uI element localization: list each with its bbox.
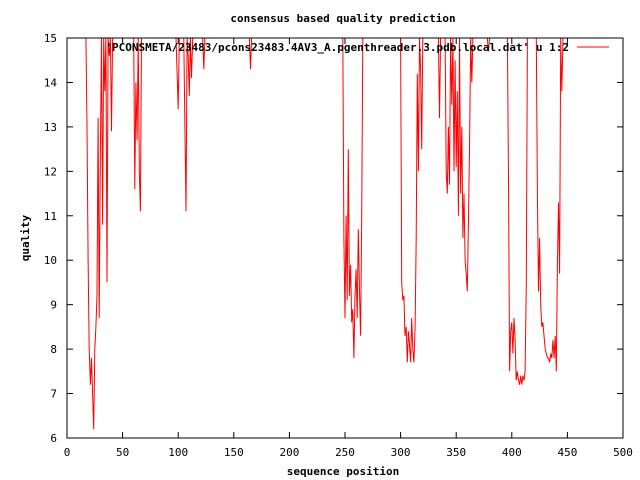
x-tick-label: 300: [391, 446, 411, 459]
y-tick-label: 8: [50, 343, 57, 356]
x-tick-label: 50: [116, 446, 129, 459]
x-tick-label: 150: [224, 446, 244, 459]
y-tick-label: 10: [44, 254, 57, 267]
series-line: [68, 38, 568, 430]
x-tick-label: 350: [446, 446, 466, 459]
y-tick-label: 9: [50, 299, 57, 312]
y-tick-label: 6: [50, 432, 57, 445]
x-tick-label: 0: [64, 446, 71, 459]
y-tick-label: 14: [44, 76, 58, 89]
x-tick-label: 450: [557, 446, 577, 459]
y-tick-label: 11: [44, 210, 57, 223]
x-tick-label: 100: [168, 446, 188, 459]
legend: 'PCONSMETA/23483/pcons23483.4AV3_A.pgent…: [105, 41, 609, 54]
y-tick-label: 12: [44, 165, 57, 178]
y-tick-label: 7: [50, 388, 57, 401]
series-layer: [68, 38, 568, 430]
plot-frame: [66, 37, 624, 439]
x-tick-label: 400: [502, 446, 522, 459]
axis-ticks: 0 50 100 150 200 250 300 350 400 450 500 6 7 8 9 10 11 12…: [44, 32, 633, 459]
y-tick-label: 13: [44, 121, 57, 134]
chart-title: consensus based quality prediction: [230, 12, 455, 25]
x-tick-label: 250: [335, 446, 355, 459]
y-axis-label: quality: [19, 214, 32, 261]
x-tick-label: 200: [279, 446, 299, 459]
legend-label: 'PCONSMETA/23483/pcons23483.4AV3_A.pgent…: [105, 41, 569, 54]
x-axis-label: sequence position: [287, 465, 400, 478]
y-tick-label: 15: [44, 32, 57, 45]
x-tick-label: 500: [613, 446, 633, 459]
